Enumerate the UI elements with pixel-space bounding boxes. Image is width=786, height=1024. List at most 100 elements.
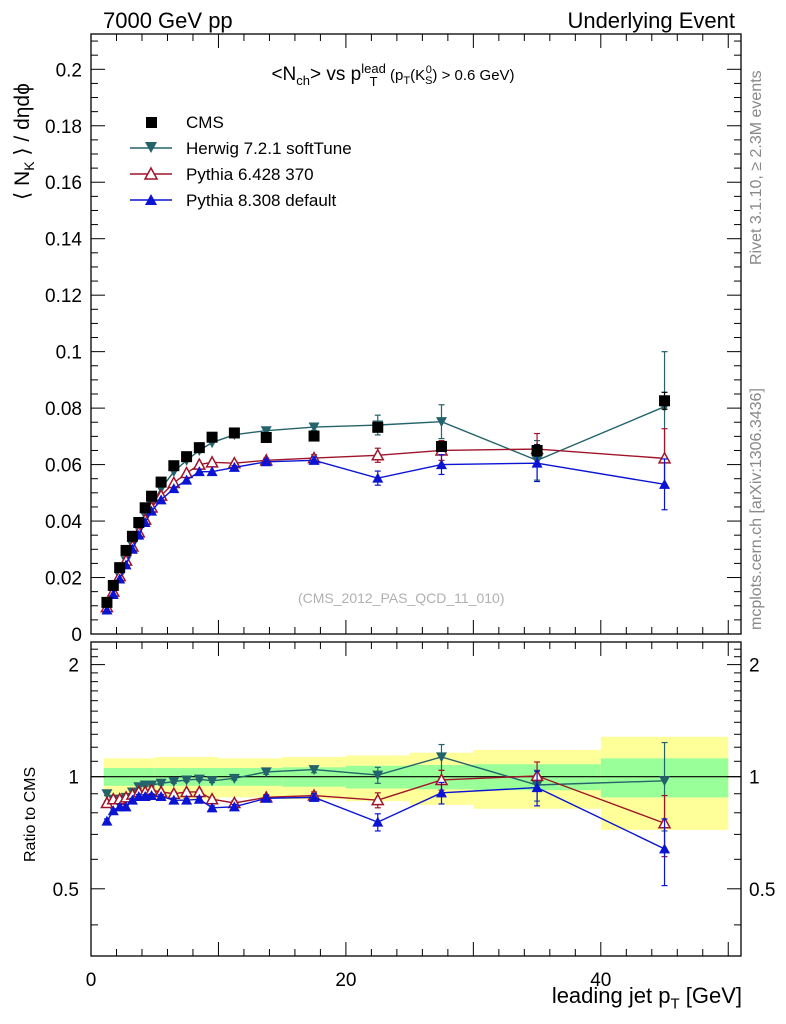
plot-title-d-sup: 0	[425, 64, 432, 77]
y-tick-label: 0	[71, 625, 82, 646]
data-point-triangle-up	[168, 483, 180, 494]
plot-title-a: <N	[271, 64, 297, 86]
legend-marker-triangle-up	[130, 194, 172, 205]
ratio-y-tick-label: 0.5	[53, 880, 79, 901]
y-tick-label: 0.2	[56, 60, 82, 81]
ratio-y-tick-label: 1	[68, 768, 79, 789]
data-point-square	[531, 444, 543, 456]
legend-label-cms: CMS	[186, 113, 224, 132]
y-tick-label: 0.04	[45, 512, 82, 533]
data-point-triangle-down	[193, 774, 205, 785]
x-axis-label-sub: T	[670, 995, 680, 1013]
side-label-mcplots: mcplots.cern.ch [arXiv:1306.3436]	[748, 388, 765, 630]
data-point-triangle-up	[107, 588, 119, 599]
x-tick-label: 0	[86, 970, 97, 991]
data-point-square	[372, 421, 384, 433]
plot-title-c-sub: T	[403, 75, 411, 88]
y-tick-label: 0.16	[45, 173, 82, 194]
x-tick-label: 40	[590, 970, 611, 991]
data-point-square	[168, 460, 180, 472]
data-point-triangle-up	[101, 815, 113, 826]
data-point-square	[126, 530, 138, 542]
main-series-2-line	[106, 448, 665, 608]
data-point-triangle-up	[372, 816, 384, 827]
header-right: Underlying Event	[567, 8, 735, 33]
data-point-square	[146, 490, 158, 502]
data-point-square	[139, 502, 151, 514]
data-point-triangle-down	[260, 426, 272, 437]
data-point-triangle-up	[155, 790, 167, 801]
data-point-triangle-down	[308, 765, 320, 776]
data-point-triangle-up	[659, 843, 671, 854]
data-point-triangle-down	[435, 417, 447, 428]
y-axis-label: ⟨ NK ⟩ / dηdϕ	[10, 83, 37, 200]
main-series	[100, 351, 672, 615]
plot-title-b-sup: lead	[361, 61, 386, 76]
legend-marker-triangle-open	[130, 166, 172, 180]
x-axis-label: leading jet pT [GeV]	[552, 983, 742, 1012]
data-point-triangle-down	[372, 770, 384, 781]
ratio-y-axis-label: Ratio to CMS	[22, 766, 39, 862]
plot-title-d-sub: S	[425, 75, 433, 88]
plot-title-d: (K	[410, 67, 426, 85]
data-point-triangle-up	[155, 494, 167, 505]
y-tick-label: 0.14	[45, 230, 82, 251]
plot-title-e: ) > 0.6 GeV)	[432, 67, 515, 85]
y-axis-label-sub: K	[21, 161, 38, 171]
legend-marker-triangle-down	[130, 142, 172, 153]
data-point-triangle-up	[228, 461, 240, 472]
plot-title: <Nch> vs p lead T (pT(K 0 S) > 0.6 GeV)	[0, 62, 786, 88]
data-point-square	[260, 431, 272, 443]
y-tick-label: 0.12	[45, 286, 82, 307]
data-point-triangle-down	[228, 773, 240, 784]
data-point-triangle-up	[435, 787, 447, 798]
side-label-rivet: Rivet 3.1.10, ≥ 2.3M events	[748, 70, 765, 265]
data-point-square	[114, 562, 126, 574]
ratio-y-tick-label: 2	[68, 656, 79, 677]
watermark: (CMS_2012_PAS_QCD_11_010)	[298, 590, 505, 606]
ratio-panel-frame	[90, 641, 742, 957]
data-point-triangle-open	[370, 793, 385, 806]
data-point-triangle-down	[659, 776, 671, 787]
data-point-triangle-up	[206, 466, 218, 477]
ratio-series	[100, 741, 672, 887]
ratio-panel-border	[90, 641, 742, 957]
data-point-triangle-down	[168, 777, 180, 788]
data-point-square	[155, 476, 167, 488]
data-point-triangle-up	[107, 805, 119, 816]
data-point-triangle-up	[659, 478, 671, 489]
data-point-triangle-up	[101, 604, 113, 615]
data-point-square	[435, 441, 447, 453]
data-point-triangle-down	[101, 789, 113, 800]
y-tick-label: 0.02	[45, 569, 82, 590]
plot-title-a-sub: ch	[296, 72, 311, 88]
data-point-triangle-up	[308, 791, 320, 802]
data-point-triangle-up	[260, 792, 272, 803]
y-tick-label: 0.08	[45, 399, 82, 420]
header-left: 7000 GeV pp	[103, 8, 233, 33]
y-tick-label: 0.18	[45, 117, 82, 138]
data-point-square	[120, 544, 132, 556]
tick-labels: 0 0.02 0.04 0.06 0.08 0.1 0.12 0.14 0.16 0.18 0.2 0…	[45, 60, 775, 991]
data-point-triangle-up	[181, 474, 193, 485]
legend-label-herwig: Herwig 7.2.1 softTune	[186, 139, 352, 158]
plot-title-c: (p	[385, 67, 404, 85]
legend-marker-square	[146, 117, 157, 128]
y-tick-label: 0.06	[45, 456, 82, 477]
plot-title-b-sub: T	[369, 74, 378, 89]
data-point-square	[193, 442, 205, 454]
data-point-triangle-up	[126, 794, 138, 805]
y-axis-label-b: ⟩ / dηdϕ	[11, 83, 34, 162]
data-point-square	[206, 431, 218, 443]
data-point-square	[107, 579, 119, 591]
data-point-triangle-up	[260, 456, 272, 467]
data-point-triangle-up	[193, 466, 205, 477]
data-point-triangle-down	[155, 778, 167, 789]
plot-title-b: > vs p	[310, 64, 362, 86]
main-panel-frame	[90, 33, 742, 635]
data-point-triangle-down	[206, 776, 218, 787]
x-tick-label: 20	[335, 970, 356, 991]
data-point-square	[659, 395, 671, 407]
x-axis-label-tail: [GeV]	[679, 983, 742, 1008]
